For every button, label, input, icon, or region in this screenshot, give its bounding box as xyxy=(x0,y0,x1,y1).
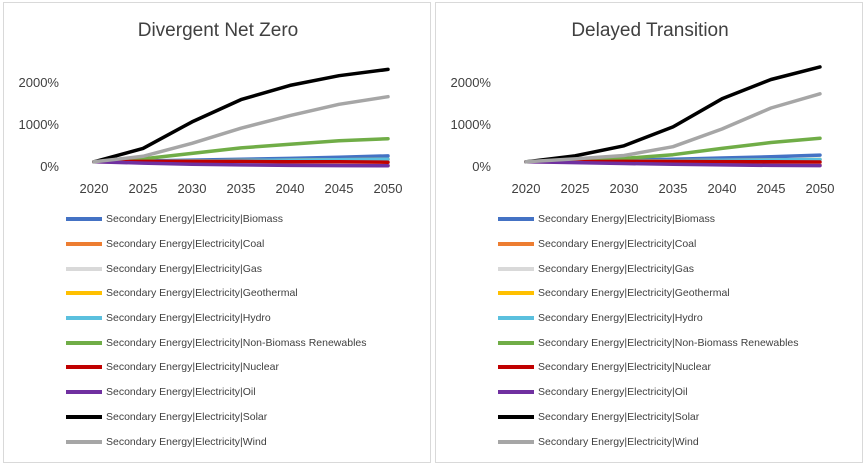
chart-title: Divergent Net Zero xyxy=(138,20,299,41)
legend-label: Secondary Energy|Electricity|Non-Biomass… xyxy=(106,336,367,349)
legend-label: Secondary Energy|Electricity|Solar xyxy=(538,410,700,423)
x-tick-label: 2035 xyxy=(227,181,256,196)
legend-swatch xyxy=(66,390,102,395)
legend-label: Secondary Energy|Electricity|Hydro xyxy=(538,312,703,325)
series-line-oil xyxy=(92,160,390,168)
legend-item: Secondary Energy|Electricity|Wind xyxy=(66,429,367,454)
x-tick-label: 2040 xyxy=(276,181,305,196)
legend: Secondary Energy|Electricity|Biomass Seco… xyxy=(66,207,367,454)
legend-item: Secondary Energy|Electricity|Non-Biomass… xyxy=(66,330,367,355)
x-tick-label: 2025 xyxy=(129,181,158,196)
y-tick-label: 1000% xyxy=(451,117,492,132)
line-chart-divergent-net-zero: Divergent Net Zero 0% 1000% 2000% 2020 2025 20… xyxy=(19,20,403,196)
legend-swatch xyxy=(498,242,534,247)
chart-title: Delayed Transition xyxy=(571,20,728,41)
legend-item: Secondary Energy|Electricity|Geothermal xyxy=(66,281,367,306)
legend-swatch xyxy=(498,414,534,419)
legend-swatch xyxy=(66,266,102,271)
legend-item: Secondary Energy|Electricity|Coal xyxy=(498,232,799,257)
legend-swatch xyxy=(66,291,102,296)
legend-item: Secondary Energy|Electricity|Nuclear xyxy=(66,355,367,380)
legend-swatch xyxy=(66,316,102,321)
y-tick-label: 2000% xyxy=(451,75,492,90)
legend-swatch xyxy=(498,291,534,296)
legend-label: Secondary Energy|Electricity|Coal xyxy=(106,238,265,251)
legend-item: Secondary Energy|Electricity|Non-Biomass… xyxy=(498,330,799,355)
legend-item: Secondary Energy|Electricity|Oil xyxy=(498,380,799,405)
y-tick-label: 2000% xyxy=(19,75,60,90)
x-tick-label: 2050 xyxy=(374,181,403,196)
legend-swatch xyxy=(498,316,534,321)
line-chart-delayed-transition: Delayed Transition 0% 1000% 2000% 2020 2025 20… xyxy=(451,20,835,196)
x-tick-label: 2045 xyxy=(757,181,786,196)
y-tick-label: 0% xyxy=(40,159,59,174)
legend-item: Secondary Energy|Electricity|Geothermal xyxy=(498,281,799,306)
chart-panel-divergent-net-zero: Divergent Net Zero 0% 1000% 2000% 2020 2025 20… xyxy=(3,2,431,463)
legend-item: Secondary Energy|Electricity|Hydro xyxy=(498,306,799,331)
x-tick-label: 2045 xyxy=(325,181,354,196)
legend-label: Secondary Energy|Electricity|Hydro xyxy=(106,312,271,325)
legend-label: Secondary Energy|Electricity|Biomass xyxy=(538,213,716,226)
x-tick-label: 2040 xyxy=(708,181,737,196)
legend-label: Secondary Energy|Electricity|Wind xyxy=(106,435,267,448)
legend-item: Secondary Energy|Electricity|Coal xyxy=(66,232,367,257)
legend-swatch xyxy=(66,340,102,345)
legend-label: Secondary Energy|Electricity|Non-Biomass… xyxy=(538,336,799,349)
x-tick-label: 2020 xyxy=(512,181,541,196)
chart-panel-delayed-transition: Delayed Transition 0% 1000% 2000% 2020 2025 20… xyxy=(435,2,863,463)
series-line-solar xyxy=(524,65,822,164)
series-line-oil xyxy=(524,160,822,168)
legend-item: Secondary Energy|Electricity|Biomass xyxy=(66,207,367,232)
x-tick-label: 2050 xyxy=(806,181,835,196)
legend-item: Secondary Energy|Electricity|Gas xyxy=(498,256,799,281)
legend-item: Secondary Energy|Electricity|Wind xyxy=(498,429,799,454)
legend-item: Secondary Energy|Electricity|Oil xyxy=(66,380,367,405)
legend-item: Secondary Energy|Electricity|Hydro xyxy=(66,306,367,331)
series-line-solar xyxy=(92,67,390,164)
legend: Secondary Energy|Electricity|Biomass Seco… xyxy=(498,207,799,454)
legend-swatch xyxy=(498,340,534,345)
x-tick-label: 2020 xyxy=(80,181,109,196)
legend-item: Secondary Energy|Electricity|Nuclear xyxy=(498,355,799,380)
legend-label: Secondary Energy|Electricity|Gas xyxy=(538,262,695,275)
legend-label: Secondary Energy|Electricity|Coal xyxy=(538,238,697,251)
legend-label: Secondary Energy|Electricity|Gas xyxy=(106,262,263,275)
x-tick-label: 2030 xyxy=(610,181,639,196)
legend-swatch xyxy=(66,365,102,370)
legend-label: Secondary Energy|Electricity|Biomass xyxy=(106,213,284,226)
legend-swatch xyxy=(66,414,102,419)
legend-swatch xyxy=(66,217,102,222)
legend-swatch xyxy=(498,217,534,222)
series-line-wind xyxy=(524,92,822,164)
y-tick-label: 1000% xyxy=(19,117,60,132)
legend-label: Secondary Energy|Electricity|Nuclear xyxy=(106,361,279,374)
x-tick-label: 2025 xyxy=(561,181,590,196)
legend-swatch xyxy=(66,439,102,444)
y-tick-label: 0% xyxy=(472,159,491,174)
legend-item: Secondary Energy|Electricity|Solar xyxy=(498,405,799,430)
legend-swatch xyxy=(498,266,534,271)
legend-label: Secondary Energy|Electricity|Wind xyxy=(538,435,699,448)
x-tick-label: 2030 xyxy=(178,181,207,196)
legend-swatch xyxy=(498,365,534,370)
legend-label: Secondary Energy|Electricity|Geothermal xyxy=(538,287,730,300)
legend-item: Secondary Energy|Electricity|Biomass xyxy=(498,207,799,232)
legend-item: Secondary Energy|Electricity|Solar xyxy=(66,405,367,430)
legend-label: Secondary Energy|Electricity|Solar xyxy=(106,410,268,423)
legend-item: Secondary Energy|Electricity|Gas xyxy=(66,256,367,281)
legend-swatch xyxy=(66,242,102,247)
legend-swatch xyxy=(498,390,534,395)
x-tick-label: 2035 xyxy=(659,181,688,196)
series-line-wind xyxy=(92,94,390,164)
legend-label: Secondary Energy|Electricity|Geothermal xyxy=(106,287,298,300)
series-line-non-biomass-renewables xyxy=(92,136,390,164)
legend-label: Secondary Energy|Electricity|Oil xyxy=(538,386,688,399)
legend-swatch xyxy=(498,439,534,444)
legend-label: Secondary Energy|Electricity|Oil xyxy=(106,386,256,399)
legend-label: Secondary Energy|Electricity|Nuclear xyxy=(538,361,711,374)
